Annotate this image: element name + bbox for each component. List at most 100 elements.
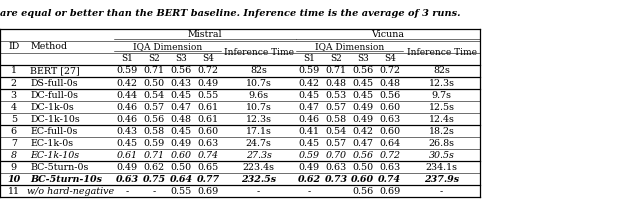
Text: Vicuna: Vicuna <box>371 30 404 39</box>
Text: 4: 4 <box>11 103 17 112</box>
Text: 3: 3 <box>11 91 17 100</box>
Text: BC-5turn-0s: BC-5turn-0s <box>30 163 88 172</box>
Text: 12.5s: 12.5s <box>429 103 454 112</box>
Text: 0.63: 0.63 <box>325 163 347 172</box>
Text: 0.46: 0.46 <box>298 115 320 124</box>
Text: 0.71: 0.71 <box>144 151 164 160</box>
Text: 0.42: 0.42 <box>353 127 373 136</box>
Text: S3: S3 <box>357 55 369 63</box>
Text: 1: 1 <box>11 66 17 75</box>
Text: -: - <box>152 187 156 196</box>
Text: 0.49: 0.49 <box>298 163 320 172</box>
Text: 0.48: 0.48 <box>326 79 346 88</box>
Text: 82s: 82s <box>250 66 267 75</box>
Text: 0.50: 0.50 <box>352 163 374 172</box>
Text: 0.61: 0.61 <box>197 115 219 124</box>
Text: 0.56: 0.56 <box>170 66 192 75</box>
Text: 12.3s: 12.3s <box>246 115 271 124</box>
Text: 0.63: 0.63 <box>197 139 219 148</box>
Text: 0.71: 0.71 <box>144 66 164 75</box>
Text: 82s: 82s <box>433 66 450 75</box>
Text: 10.7s: 10.7s <box>246 103 271 112</box>
Text: 0.72: 0.72 <box>380 151 400 160</box>
Text: 9.7s: 9.7s <box>431 91 452 100</box>
Text: 12.3s: 12.3s <box>429 79 454 88</box>
Text: 0.60: 0.60 <box>379 127 401 136</box>
Text: 7: 7 <box>11 139 17 148</box>
Text: 0.56: 0.56 <box>352 66 374 75</box>
Text: 18.2s: 18.2s <box>429 127 454 136</box>
Text: 0.50: 0.50 <box>143 79 165 88</box>
Text: 0.56: 0.56 <box>353 151 373 160</box>
Text: 0.60: 0.60 <box>379 103 401 112</box>
Text: 0.48: 0.48 <box>171 115 191 124</box>
Text: 0.57: 0.57 <box>325 139 347 148</box>
Text: 0.50: 0.50 <box>170 163 192 172</box>
Text: 0.54: 0.54 <box>325 127 347 136</box>
Text: 0.60: 0.60 <box>351 175 374 184</box>
Text: 0.49: 0.49 <box>352 103 374 112</box>
Text: 9: 9 <box>11 163 17 172</box>
Text: 0.48: 0.48 <box>380 79 400 88</box>
Text: 234.1s: 234.1s <box>426 163 458 172</box>
Text: 0.77: 0.77 <box>196 175 220 184</box>
Text: 237.9s: 237.9s <box>424 175 459 184</box>
Text: -: - <box>125 187 129 196</box>
Text: 0.63: 0.63 <box>379 163 401 172</box>
Text: 0.60: 0.60 <box>171 151 191 160</box>
Text: EC-1k-10s: EC-1k-10s <box>30 151 79 160</box>
Text: 0.70: 0.70 <box>326 151 346 160</box>
Text: -: - <box>307 187 311 196</box>
Text: Mistral: Mistral <box>188 30 222 39</box>
Text: 0.45: 0.45 <box>170 127 192 136</box>
Text: 0.62: 0.62 <box>143 163 165 172</box>
Text: 0.47: 0.47 <box>171 103 191 112</box>
Text: 0.54: 0.54 <box>143 91 165 100</box>
Text: 0.43: 0.43 <box>170 79 192 88</box>
Text: 0.45: 0.45 <box>170 91 192 100</box>
Text: S2: S2 <box>148 55 160 63</box>
Text: 0.59: 0.59 <box>143 139 165 148</box>
Text: 26.8s: 26.8s <box>429 139 454 148</box>
Text: IQA Dimension: IQA Dimension <box>315 42 384 51</box>
Text: 30.5s: 30.5s <box>429 151 454 160</box>
Text: Inference Time: Inference Time <box>223 48 294 58</box>
Text: 0.46: 0.46 <box>116 103 138 112</box>
Text: 0.69: 0.69 <box>379 187 401 196</box>
Text: 0.56: 0.56 <box>379 91 401 100</box>
Text: 223.4s: 223.4s <box>243 163 275 172</box>
Text: 0.45: 0.45 <box>352 79 374 88</box>
Text: 9.6s: 9.6s <box>248 91 269 100</box>
Text: 0.53: 0.53 <box>325 91 347 100</box>
Text: DC-1k-0s: DC-1k-0s <box>30 103 74 112</box>
Text: BC-5turn-10s: BC-5turn-10s <box>30 175 102 184</box>
Text: 8: 8 <box>11 151 17 160</box>
Text: 0.65: 0.65 <box>197 163 219 172</box>
Text: 12.4s: 12.4s <box>429 115 454 124</box>
Text: 0.74: 0.74 <box>198 151 218 160</box>
Text: 0.46: 0.46 <box>116 115 138 124</box>
Text: 232.5s: 232.5s <box>241 175 276 184</box>
Text: 6: 6 <box>11 127 17 136</box>
Text: 0.74: 0.74 <box>378 175 401 184</box>
Text: 0.55: 0.55 <box>170 187 192 196</box>
Text: 10.7s: 10.7s <box>246 79 271 88</box>
Text: 0.58: 0.58 <box>143 127 165 136</box>
Text: 0.49: 0.49 <box>197 79 219 88</box>
Text: 0.62: 0.62 <box>298 175 321 184</box>
Text: are equal or better than the BERT baseline. Inference time is the average of 3 r: are equal or better than the BERT baseli… <box>0 9 461 18</box>
Text: S2: S2 <box>330 55 342 63</box>
Text: 24.7s: 24.7s <box>246 139 271 148</box>
Text: 0.49: 0.49 <box>352 115 374 124</box>
Text: 0.44: 0.44 <box>117 91 138 100</box>
Text: 27.3s: 27.3s <box>246 151 271 160</box>
Text: 0.47: 0.47 <box>353 139 373 148</box>
Text: 0.64: 0.64 <box>170 175 193 184</box>
Text: 0.72: 0.72 <box>380 66 400 75</box>
Text: S1: S1 <box>303 55 315 63</box>
Text: -: - <box>440 187 444 196</box>
Text: 0.42: 0.42 <box>117 79 138 88</box>
Text: 0.64: 0.64 <box>379 139 401 148</box>
Text: S4: S4 <box>202 55 214 63</box>
Text: 0.63: 0.63 <box>116 175 139 184</box>
